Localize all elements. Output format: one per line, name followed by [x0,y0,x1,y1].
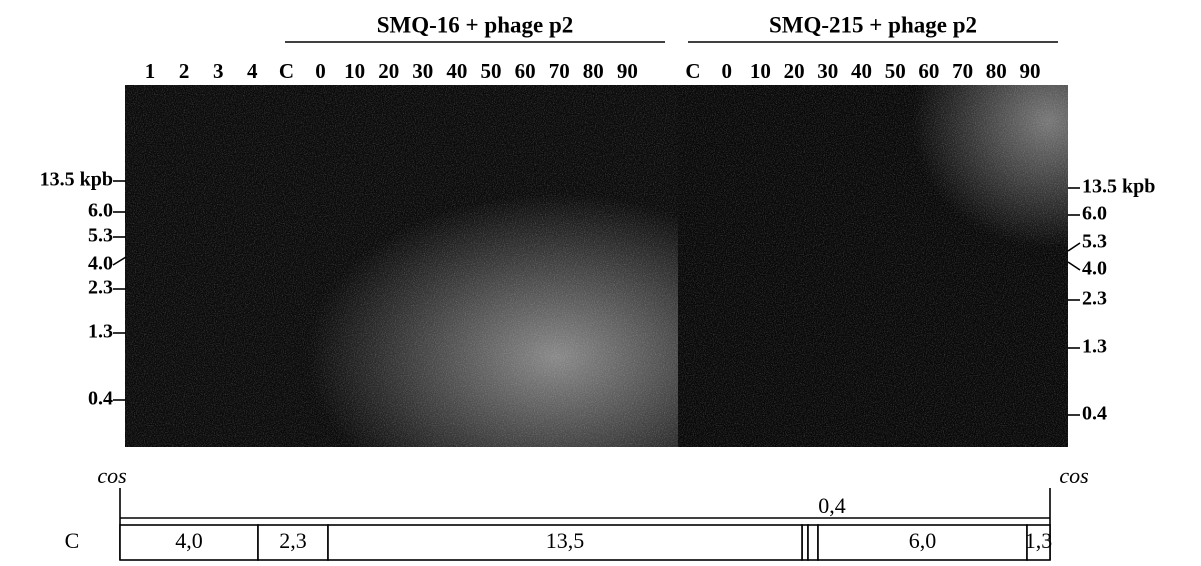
lane-label: 70 [549,59,570,83]
fragment-label: 2,3 [279,528,307,553]
marker-label: 1.3 [88,321,113,343]
marker-tick [1068,262,1080,270]
map-row-label: C [65,528,80,553]
fragment-label: 13,5 [546,528,585,553]
lane-label: 70 [952,59,973,83]
lane-label: C [279,59,294,83]
lane-label: 60 [918,59,939,83]
lane-label: 10 [344,59,365,83]
map-fragment [802,525,808,560]
figure: SMQ-16 + phage p21234C010203040506070809… [0,0,1201,566]
marker-label: 0.4 [1082,403,1107,425]
gel [125,85,1068,447]
marker-label: 0.4 [88,388,113,410]
map-end-label: cos [1059,463,1088,488]
marker-label: 2.3 [88,277,113,299]
lane-label: 80 [986,59,1007,83]
lane-label: 20 [784,59,805,83]
marker-label: 6.0 [88,200,113,222]
marker-label: 5.3 [88,225,113,247]
map-fragment [808,525,818,560]
lane-label: 50 [885,59,906,83]
lane-label: 4 [247,59,258,83]
marker-label: 2.3 [1082,288,1107,310]
group-title: SMQ-215 + phage p2 [769,12,977,37]
lane-label: 20 [378,59,399,83]
lane-label: 50 [481,59,502,83]
lane-label: 80 [583,59,604,83]
lane-label: 10 [750,59,771,83]
lane-label: 90 [617,59,638,83]
marker-tick [113,257,126,265]
lane-label: 40 [446,59,467,83]
marker-label: 13.5 kpb [40,169,113,191]
lane-label: 0 [721,59,732,83]
page: {"figure": { "groups": [ {"title": "SMQ-… [0,0,1201,566]
lane-label: 40 [851,59,872,83]
marker-tick [1068,243,1080,251]
lane-label: 1 [145,59,156,83]
gel-grain [125,85,1068,447]
marker-label: 6.0 [1082,203,1107,225]
lane-label: 90 [1020,59,1041,83]
marker-label: 4.0 [1082,258,1107,280]
fragment-label: 0,4 [818,493,846,518]
fragment-label: 1,3 [1025,528,1053,553]
lane-label: 60 [515,59,536,83]
lane-label: 30 [817,59,838,83]
marker-label: 5.3 [1082,231,1107,253]
lane-label: 30 [412,59,433,83]
map-end-label: cos [97,463,126,488]
lane-label: 3 [213,59,224,83]
lane-label: 0 [315,59,326,83]
lane-label: 2 [179,59,190,83]
lane-label: C [685,59,700,83]
fragment-label: 4,0 [175,528,203,553]
marker-label: 4.0 [88,253,113,275]
fragment-label: 6,0 [909,528,937,553]
marker-label: 1.3 [1082,336,1107,358]
group-title: SMQ-16 + phage p2 [377,12,574,37]
marker-label: 13.5 kpb [1082,176,1155,198]
